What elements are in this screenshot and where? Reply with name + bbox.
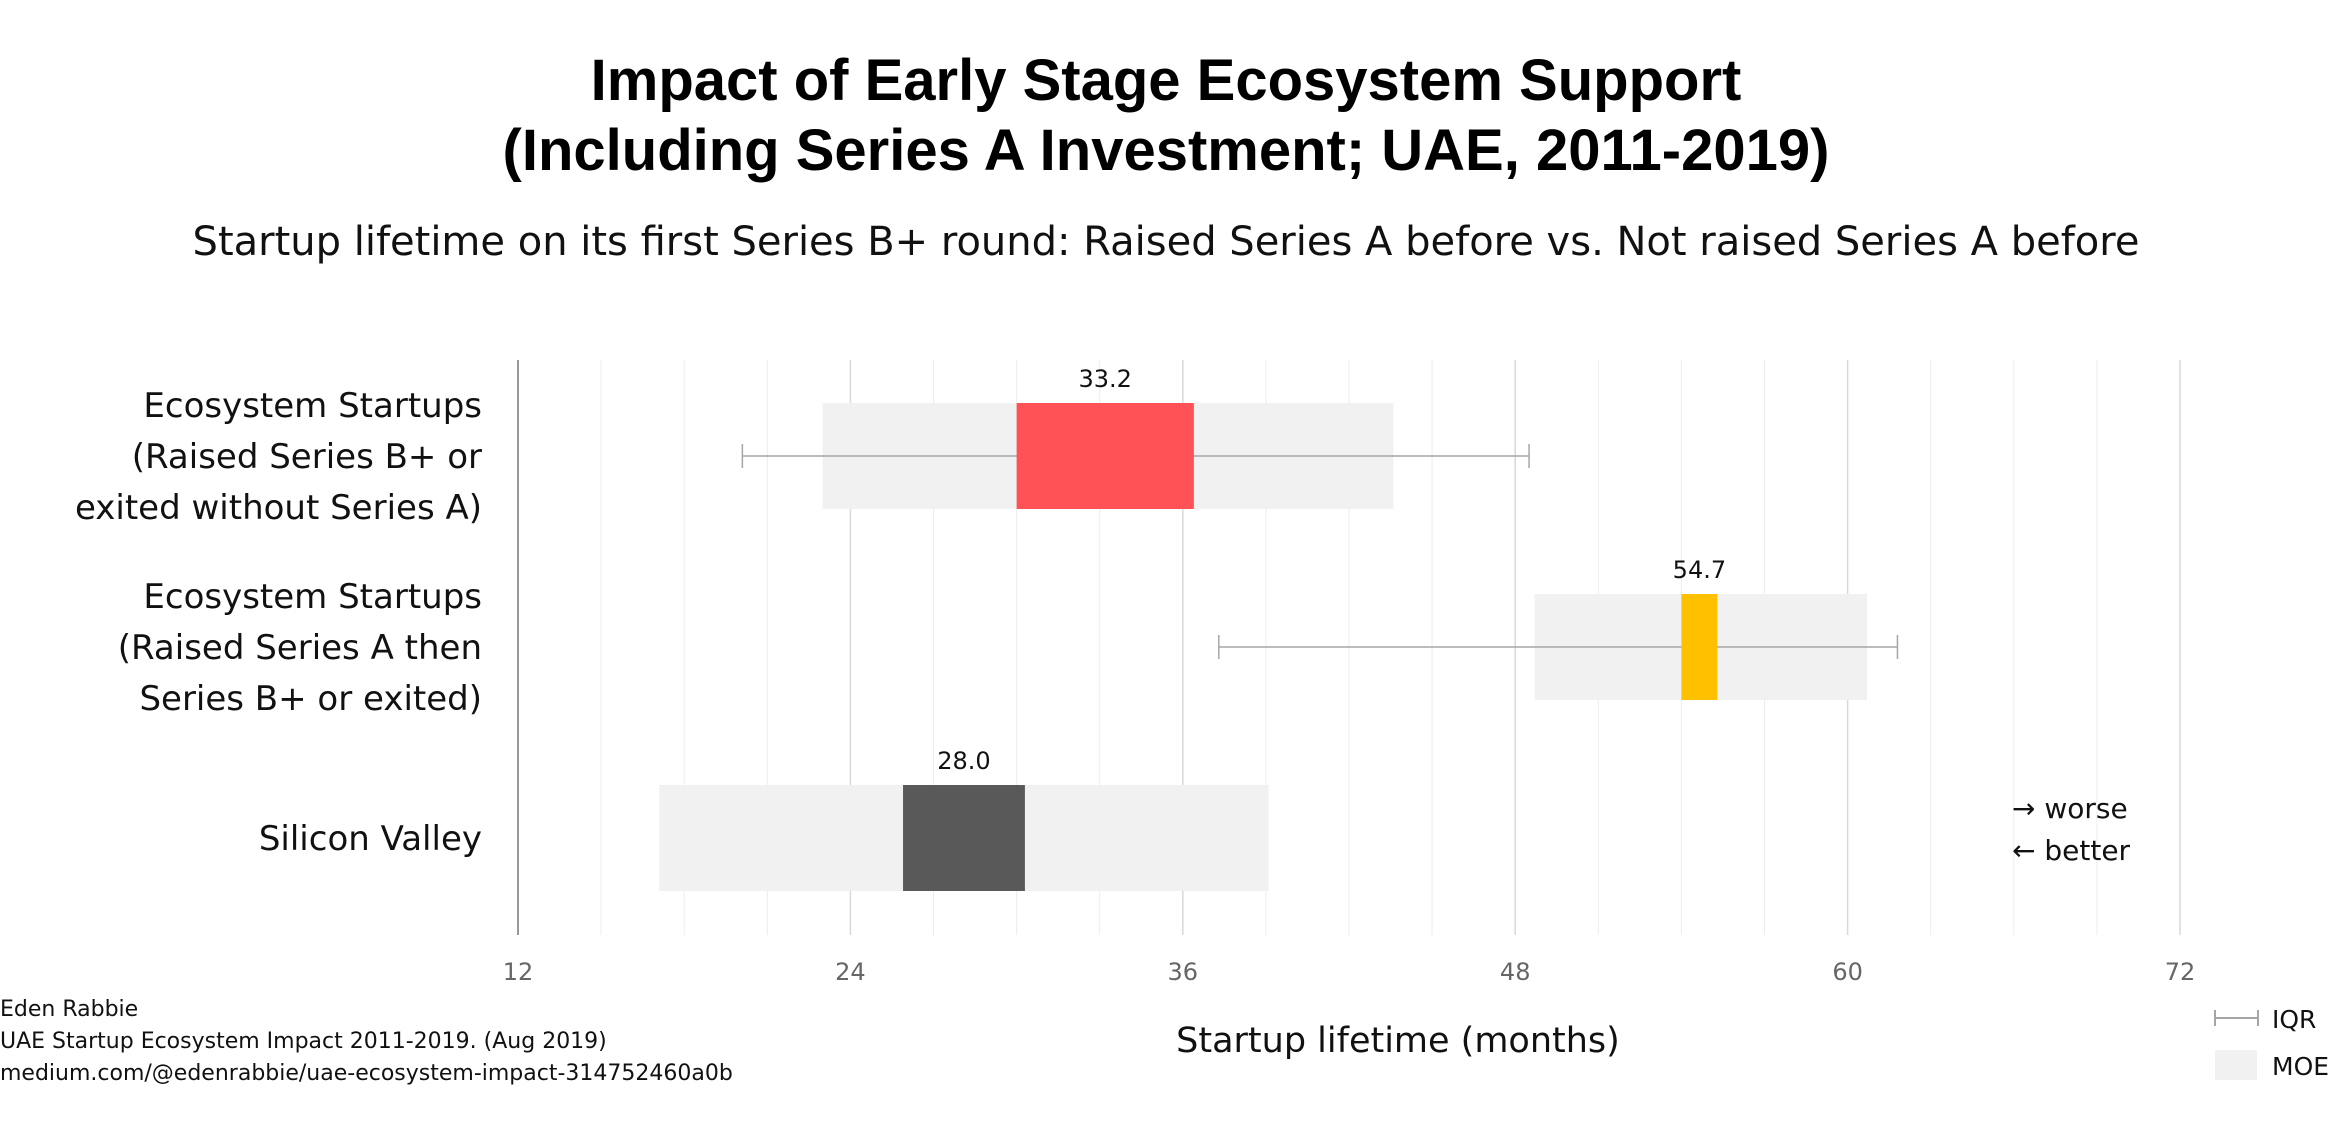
iqr-whisker	[1218, 635, 1899, 659]
bar	[1016, 403, 1194, 509]
value-label: 28.0	[937, 747, 990, 775]
legend-iqr-label: IQR	[2272, 1005, 2316, 1034]
value-labels: 33.2 54.7 28.0	[937, 365, 1726, 775]
value-label: 54.7	[1673, 556, 1726, 584]
x-tick-label: 48	[1500, 958, 1531, 986]
moe-legend-swatch	[2215, 1050, 2257, 1080]
bar	[903, 785, 1025, 891]
category-labels: Ecosystem Startups (Raised Series B+ or ex…	[75, 386, 482, 859]
bars	[903, 403, 1718, 891]
chart-title-line-2: (Including Series A Investment; UAE, 201…	[503, 118, 1830, 183]
direction-note-better: ← better	[2012, 834, 2131, 867]
credit-url: medium.com/@edenrabbie/uae-ecosystem-imp…	[0, 1061, 733, 1086]
category-label-line: Ecosystem Startups	[143, 577, 482, 617]
x-tick-label: 72	[2165, 958, 2196, 986]
category-label-line: Ecosystem Startups	[143, 386, 482, 426]
legend: IQR MOE	[2214, 1005, 2329, 1081]
chart-subtitle: Startup lifetime on its first Series B+ …	[193, 219, 2140, 265]
x-tick-label: 24	[835, 958, 866, 986]
category-label-line: Series B+ or exited)	[139, 679, 482, 719]
value-label: 33.2	[1079, 365, 1132, 393]
category-label-line: exited without Series A)	[75, 488, 482, 528]
category-label-line: (Raised Series A then	[118, 628, 482, 668]
x-tick-labels: 12 24 36 48 60 72	[503, 958, 2196, 986]
credit-author: Eden Rabbie	[0, 997, 138, 1022]
iqr-legend-icon	[2214, 1010, 2259, 1026]
x-tick-label: 60	[1832, 958, 1863, 986]
chart-title-line-1: Impact of Early Stage Ecosystem Support	[591, 48, 1742, 113]
category-label-line: (Raised Series B+ or	[132, 437, 482, 477]
credit-source: UAE Startup Ecosystem Impact 2011-2019. …	[0, 1029, 607, 1054]
x-tick-label: 36	[1168, 958, 1199, 986]
x-axis-label: Startup lifetime (months)	[1176, 1021, 1620, 1061]
category-label-line: Silicon Valley	[259, 819, 482, 859]
bar	[1681, 594, 1718, 700]
direction-note-worse: → worse	[2012, 792, 2128, 825]
legend-moe-label: MOE	[2272, 1052, 2329, 1081]
x-tick-label: 12	[503, 958, 534, 986]
